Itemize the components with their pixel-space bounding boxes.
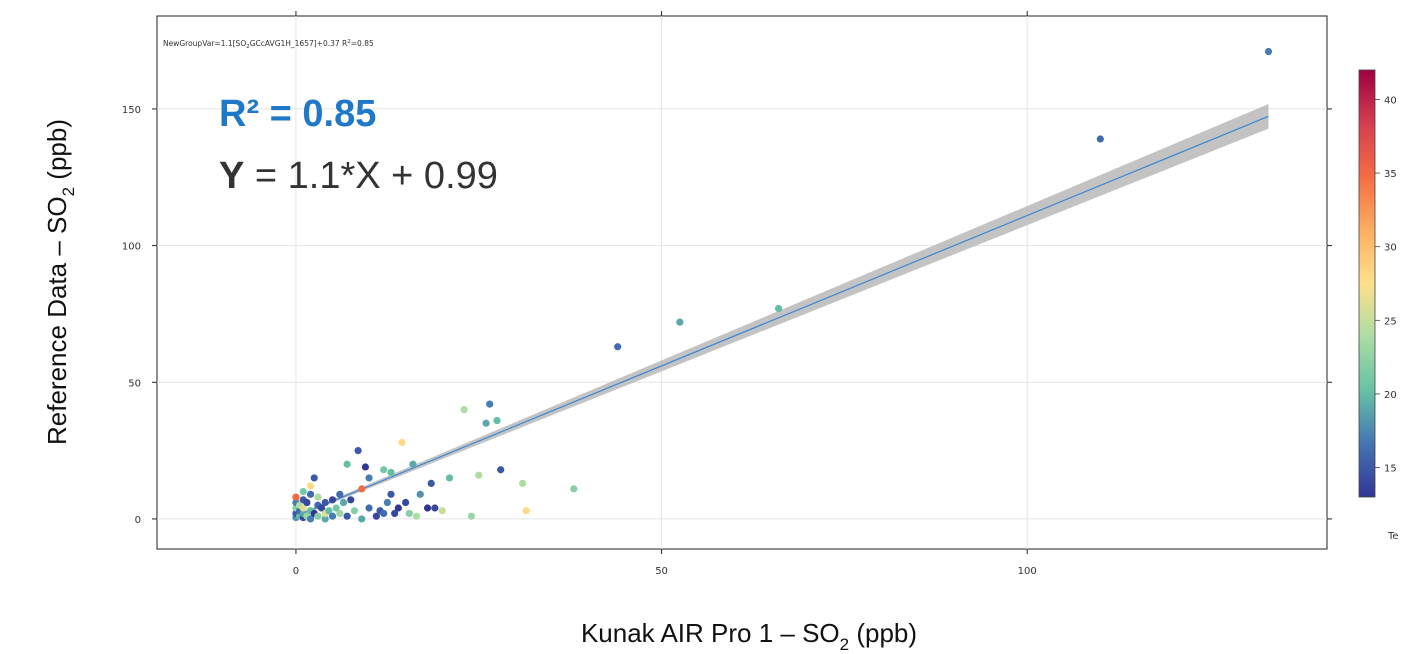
scatter-point: [380, 509, 388, 518]
confidence-band-area: [295, 104, 1269, 518]
scatter-point: [306, 515, 315, 523]
y-tick-label: 150: [122, 105, 141, 116]
colorbar-tick-label: 40: [1384, 95, 1397, 106]
scatter-point: [460, 406, 468, 414]
colorbar-label: Te: [1387, 531, 1399, 542]
scatter-point: [409, 460, 417, 468]
scatter-point: [380, 466, 388, 474]
plot-area: [156, 15, 1328, 550]
scatter-point: [299, 504, 307, 512]
scatter-point: [292, 493, 300, 501]
axis-ticks: 0 50 100 0 50 100 150: [122, 11, 1332, 577]
scatter-point: [325, 507, 333, 515]
scatter-point: [354, 447, 362, 455]
scatter-point: [358, 515, 366, 523]
scatter-point: [343, 512, 351, 520]
x-tick-label: 100: [1018, 566, 1037, 577]
colorbar-tick-label: 20: [1384, 390, 1397, 401]
scatter-point: [321, 498, 329, 507]
scatter-point: [387, 468, 395, 477]
scatter-point: [310, 474, 318, 482]
grid: [157, 16, 1327, 549]
scatter-point: [314, 512, 322, 520]
scatter-point: [497, 466, 505, 474]
scatter-point: [306, 490, 315, 498]
scatter-point: [519, 479, 527, 487]
colorbar-tick-label: 25: [1384, 316, 1397, 327]
y-axis-label: Reference Data – SO2 (ppb): [42, 119, 78, 445]
scatter-point: [394, 504, 402, 512]
y-tick-label: 100: [122, 242, 141, 253]
x-tick-label: 50: [655, 566, 668, 577]
colorbar-tick-label: 35: [1384, 169, 1397, 180]
scatter-point: [412, 512, 421, 520]
equation-annotation: Y = 1.1*X + 0.99: [219, 155, 498, 197]
colorbar: [1358, 69, 1376, 498]
scatter-point: [475, 471, 483, 479]
scatter-point: [405, 509, 413, 518]
scatter-point: [482, 419, 490, 427]
scatter-point: [314, 493, 322, 501]
r-squared-annotation: R² = 0.85: [219, 93, 376, 135]
scatter-point: [423, 504, 432, 512]
scatter-point: [774, 304, 783, 313]
scatter-point: [431, 504, 439, 512]
scatter-point: [339, 498, 348, 507]
scatter-point: [332, 504, 340, 512]
scatter-point: [391, 509, 399, 518]
scatter-point: [336, 490, 344, 498]
x-axis-label: Kunak AIR Pro 1 – SO2 (ppb): [581, 618, 917, 654]
scatter-point: [321, 515, 329, 523]
scatter-point: [361, 463, 370, 471]
scatter-point: [306, 482, 315, 490]
scatter-point: [350, 507, 359, 515]
y-tick-label: 0: [135, 515, 141, 526]
scatter-point: [416, 490, 424, 498]
scatter-point: [1264, 47, 1273, 56]
scatter-point: [486, 400, 494, 408]
scatter-points: [292, 47, 1273, 523]
scatter-point: [365, 504, 373, 512]
scatter-point: [398, 438, 406, 446]
scatter-point: [303, 498, 311, 507]
confidence-band: [295, 104, 1269, 518]
scatter-point: [676, 318, 684, 326]
x-tick-label: 0: [293, 566, 299, 577]
scatter-point: [365, 474, 373, 482]
scatter-point: [427, 479, 435, 487]
scatter-point: [336, 509, 344, 518]
scatter-point: [467, 512, 476, 520]
scatter-point: [317, 504, 326, 512]
top-equation-annotation: NewGroupVar=1.1[SO2GCcAVG1H_1657]+0.37 R…: [163, 39, 374, 50]
scatter-point: [1096, 135, 1104, 143]
scatter-point: [328, 512, 337, 520]
scatter-point: [299, 488, 307, 496]
scatter-point: [438, 507, 446, 515]
scatter-point: [445, 474, 454, 482]
scatter-point: [387, 490, 395, 498]
colorbar-ticks: 15 20 25 30 35 40: [1375, 95, 1397, 475]
scatter-point: [358, 485, 366, 493]
fit-line: [295, 115, 1269, 517]
scatter-point: [402, 498, 410, 507]
scatter-point: [614, 343, 622, 351]
scatter-point: [347, 496, 355, 504]
scatter-point: [493, 416, 501, 425]
y-tick-label: 50: [128, 378, 141, 389]
scatter-point: [372, 512, 380, 520]
scatter-point: [343, 460, 351, 468]
scatter-point: [570, 485, 578, 493]
colorbar-tick-label: 30: [1384, 243, 1397, 254]
colorbar-tick-label: 15: [1384, 464, 1397, 475]
scatter-point: [328, 496, 337, 504]
scatter-point: [383, 498, 391, 507]
scatter-point: [522, 507, 530, 515]
